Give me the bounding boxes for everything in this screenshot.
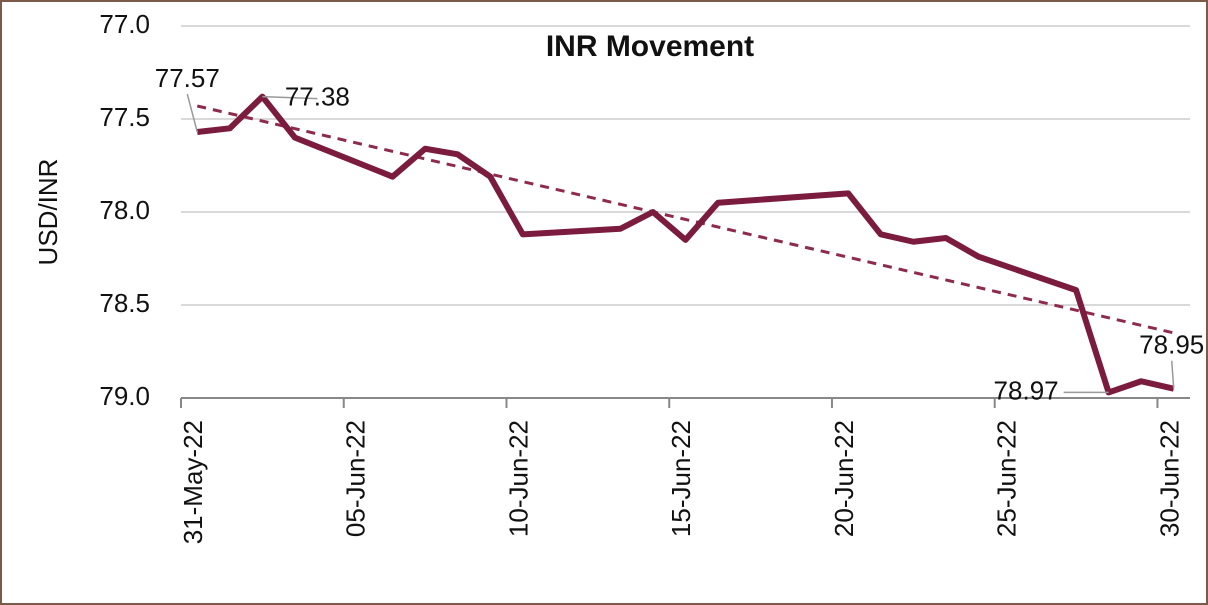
label-leader xyxy=(262,95,318,100)
y-axis-title: USD/INR xyxy=(33,159,63,266)
y-tick-label: 79.0 xyxy=(99,381,150,411)
trendline xyxy=(196,104,1175,335)
x-tick-label: 05-Jun-22 xyxy=(341,420,371,537)
x-tick-label: 25-Jun-22 xyxy=(992,420,1022,537)
data-label: 77.57 xyxy=(155,63,220,93)
line-series xyxy=(196,93,1175,396)
y-tick-label: 77.5 xyxy=(99,102,150,132)
y-tick-label: 78.5 xyxy=(99,288,150,318)
data-label: 78.97 xyxy=(994,375,1059,405)
label-leader xyxy=(186,93,198,133)
label-leader xyxy=(1170,360,1175,389)
y-tick-label: 77.0 xyxy=(99,9,150,39)
x-tick-label: 31-May-22 xyxy=(178,420,208,544)
data-label: 78.95 xyxy=(1139,330,1204,360)
x-tick-label: 30-Jun-22 xyxy=(1154,420,1184,537)
y-tick-label: 78.0 xyxy=(99,195,150,225)
data-label: 77.38 xyxy=(285,82,350,112)
x-tick-label: 10-Jun-22 xyxy=(503,420,533,537)
x-tick-label: 15-Jun-22 xyxy=(666,420,696,537)
x-tick-label: 20-Jun-22 xyxy=(829,420,859,537)
chart-title: INR Movement xyxy=(546,30,754,63)
